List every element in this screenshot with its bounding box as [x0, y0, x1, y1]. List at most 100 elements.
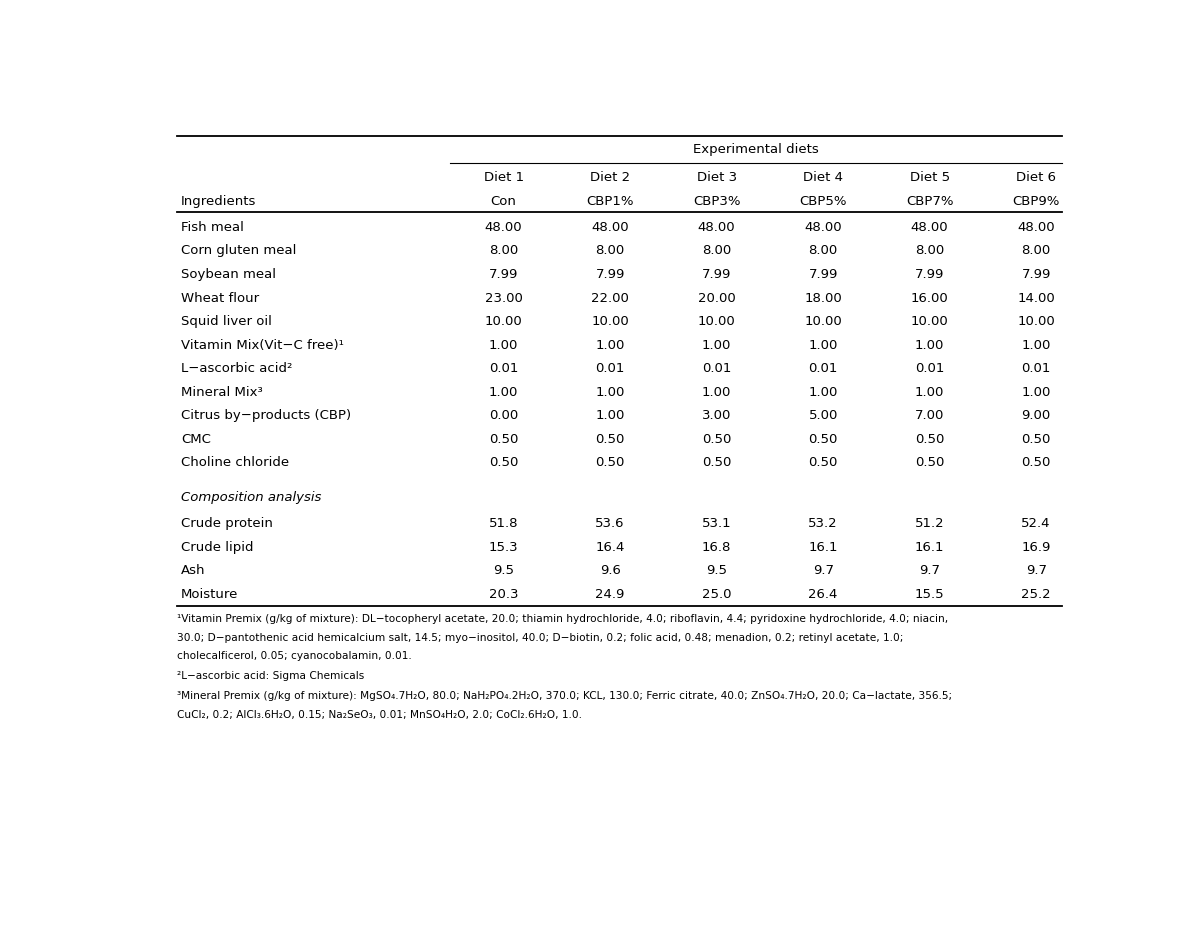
Text: 14.00: 14.00 — [1017, 292, 1055, 305]
Text: 8.00: 8.00 — [809, 244, 838, 257]
Text: 51.2: 51.2 — [915, 518, 944, 531]
Text: Diet 1: Diet 1 — [484, 171, 523, 184]
Text: 7.99: 7.99 — [915, 268, 944, 281]
Text: Crude protein: Crude protein — [180, 518, 272, 531]
Text: 1.00: 1.00 — [1022, 385, 1050, 399]
Text: 20.3: 20.3 — [489, 588, 519, 601]
Text: 51.8: 51.8 — [489, 518, 519, 531]
Text: 16.9: 16.9 — [1022, 541, 1050, 554]
Text: 25.0: 25.0 — [701, 588, 731, 601]
Text: 7.99: 7.99 — [595, 268, 625, 281]
Text: 9.7: 9.7 — [1025, 565, 1047, 578]
Text: Experimental diets: Experimental diets — [693, 144, 819, 156]
Text: Crude lipid: Crude lipid — [180, 541, 253, 554]
Text: 0.01: 0.01 — [489, 362, 519, 375]
Text: 8.00: 8.00 — [595, 244, 625, 257]
Text: 1.00: 1.00 — [915, 385, 944, 399]
Text: Wheat flour: Wheat flour — [180, 292, 259, 305]
Text: 1.00: 1.00 — [701, 385, 731, 399]
Text: 0.50: 0.50 — [489, 457, 519, 469]
Text: 0.50: 0.50 — [1022, 457, 1050, 469]
Text: L−ascorbic acid²: L−ascorbic acid² — [180, 362, 293, 375]
Text: Diet 6: Diet 6 — [1016, 171, 1056, 184]
Text: 16.1: 16.1 — [808, 541, 838, 554]
Text: 1.00: 1.00 — [489, 385, 519, 399]
Text: 26.4: 26.4 — [809, 588, 838, 601]
Text: 15.3: 15.3 — [489, 541, 519, 554]
Text: 10.00: 10.00 — [804, 315, 842, 328]
Text: 0.50: 0.50 — [701, 432, 731, 445]
Text: 0.01: 0.01 — [1022, 362, 1050, 375]
Text: 24.9: 24.9 — [595, 588, 625, 601]
Text: 16.1: 16.1 — [915, 541, 944, 554]
Text: 48.00: 48.00 — [592, 221, 629, 234]
Text: 48.00: 48.00 — [1017, 221, 1055, 234]
Text: 1.00: 1.00 — [595, 339, 625, 352]
Text: CBP7%: CBP7% — [906, 194, 954, 207]
Text: Fish meal: Fish meal — [180, 221, 244, 234]
Text: 0.50: 0.50 — [809, 457, 838, 469]
Text: 9.6: 9.6 — [600, 565, 620, 578]
Text: 0.50: 0.50 — [701, 457, 731, 469]
Text: Citrus by−products (CBP): Citrus by−products (CBP) — [180, 409, 351, 422]
Text: CBP1%: CBP1% — [587, 194, 633, 207]
Text: 8.00: 8.00 — [701, 244, 731, 257]
Text: 18.00: 18.00 — [804, 292, 842, 305]
Text: Diet 2: Diet 2 — [590, 171, 630, 184]
Text: 1.00: 1.00 — [809, 339, 838, 352]
Text: 0.50: 0.50 — [489, 432, 519, 445]
Text: Moisture: Moisture — [180, 588, 238, 601]
Text: Corn gluten meal: Corn gluten meal — [180, 244, 296, 257]
Text: 0.50: 0.50 — [1022, 432, 1050, 445]
Text: 0.50: 0.50 — [595, 432, 625, 445]
Text: 9.7: 9.7 — [919, 565, 940, 578]
Text: 16.8: 16.8 — [701, 541, 731, 554]
Text: 25.2: 25.2 — [1022, 588, 1050, 601]
Text: Mineral Mix³: Mineral Mix³ — [180, 385, 263, 399]
Text: 48.00: 48.00 — [911, 221, 949, 234]
Text: CMC: CMC — [180, 432, 210, 445]
Text: 8.00: 8.00 — [915, 244, 944, 257]
Text: 1.00: 1.00 — [1022, 339, 1050, 352]
Text: 10.00: 10.00 — [698, 315, 735, 328]
Text: 0.01: 0.01 — [809, 362, 838, 375]
Text: 0.00: 0.00 — [489, 409, 519, 422]
Text: Squid liver oil: Squid liver oil — [180, 315, 271, 328]
Text: 1.00: 1.00 — [809, 385, 838, 399]
Text: 16.00: 16.00 — [911, 292, 949, 305]
Text: 1.00: 1.00 — [595, 409, 625, 422]
Text: ¹Vitamin Premix (g/kg of mixture): DL−tocopheryl acetate, 20.0; thiamin hydrochl: ¹Vitamin Premix (g/kg of mixture): DL−to… — [177, 614, 949, 624]
Text: 22.00: 22.00 — [592, 292, 629, 305]
Text: 48.00: 48.00 — [698, 221, 735, 234]
Text: 20.00: 20.00 — [698, 292, 735, 305]
Text: 0.01: 0.01 — [915, 362, 944, 375]
Text: 7.99: 7.99 — [1022, 268, 1050, 281]
Text: 0.01: 0.01 — [701, 362, 731, 375]
Text: Diet 3: Diet 3 — [697, 171, 736, 184]
Text: Vitamin Mix(Vit−C free)¹: Vitamin Mix(Vit−C free)¹ — [180, 339, 344, 352]
Text: 1.00: 1.00 — [489, 339, 519, 352]
Text: Choline chloride: Choline chloride — [180, 457, 289, 469]
Text: 10.00: 10.00 — [1017, 315, 1055, 328]
Text: Soybean meal: Soybean meal — [180, 268, 276, 281]
Text: 9.00: 9.00 — [1022, 409, 1050, 422]
Text: 53.2: 53.2 — [808, 518, 838, 531]
Text: 7.00: 7.00 — [915, 409, 944, 422]
Text: 9.5: 9.5 — [494, 565, 514, 578]
Text: 53.1: 53.1 — [701, 518, 731, 531]
Text: 16.4: 16.4 — [595, 541, 625, 554]
Text: 53.6: 53.6 — [595, 518, 625, 531]
Text: 9.7: 9.7 — [813, 565, 834, 578]
Text: CBP9%: CBP9% — [1012, 194, 1060, 207]
Text: 7.99: 7.99 — [809, 268, 838, 281]
Text: 10.00: 10.00 — [911, 315, 949, 328]
Text: Diet 5: Diet 5 — [909, 171, 950, 184]
Text: 0.50: 0.50 — [809, 432, 838, 445]
Text: 9.5: 9.5 — [706, 565, 727, 578]
Text: 52.4: 52.4 — [1022, 518, 1050, 531]
Text: Con: Con — [491, 194, 516, 207]
Text: 1.00: 1.00 — [701, 339, 731, 352]
Text: 0.50: 0.50 — [915, 457, 944, 469]
Text: Diet 4: Diet 4 — [803, 171, 844, 184]
Text: 5.00: 5.00 — [809, 409, 838, 422]
